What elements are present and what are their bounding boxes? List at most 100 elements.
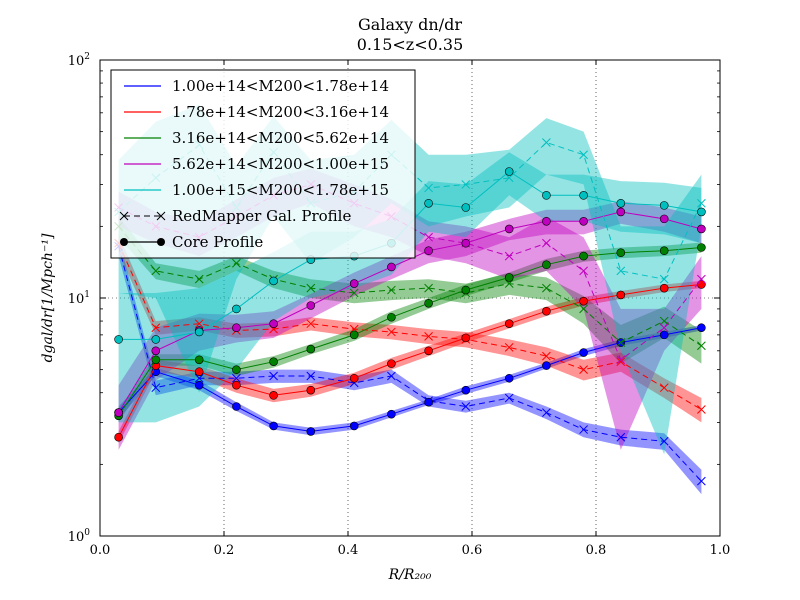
redmapper-point [579,304,588,314]
redmapper-point [504,393,514,403]
core-point [349,330,359,340]
core-point [269,357,278,366]
core-point [579,191,588,200]
core-point [504,273,514,282]
legend-label: 1.00e+15<M200<1.78e+15 [172,181,389,199]
core-line-series-4 [118,211,702,413]
core-point [269,276,278,286]
legend-label: 3.16e+14<M200<5.62e+14 [172,129,389,147]
core-point [504,224,514,234]
legend-label: RedMapper Gal. Profile [172,207,351,225]
y-tick-label: 101 [68,290,90,307]
core-point [232,380,241,390]
core-point [194,327,204,337]
y-tick-label: 100 [68,528,91,545]
core-point [306,344,316,354]
core-point [697,323,706,333]
core-point [151,346,161,356]
core-point [579,251,588,261]
core-point [697,243,706,252]
core-point [697,224,706,234]
legend-label: 1.78e+14<M200<3.16e+14 [172,103,389,121]
redmapper-point [306,319,316,329]
redmapper-point [349,288,359,298]
redmapper-point [697,341,706,351]
legend-box [110,69,416,259]
redmapper-line-series-3 [118,226,702,347]
core-line-series-1 [118,327,702,432]
core-line-series-2 [118,284,702,438]
chart-title: Galaxy dn/dr [358,15,462,34]
redmapper-point [424,232,433,242]
redmapper-point [697,198,706,208]
redmapper-point [616,266,626,276]
core-point [151,355,161,365]
core-point [659,330,669,340]
core-point [616,290,626,300]
redmapper-point [194,373,204,383]
core-band-series-1 [118,325,702,436]
core-point [424,246,433,256]
redmapper-point [697,405,706,414]
redmapper-point [579,425,588,434]
core-point [579,296,588,306]
redmapper-point [659,383,669,393]
y-tick-label: 102 [68,52,90,69]
redmapper-point [232,373,241,383]
core-point [579,348,588,357]
core-point [504,319,514,328]
redmapper-point [232,258,241,268]
legend-label: Core Profile [172,233,263,251]
redmapper-band-series-4 [118,168,702,450]
core-point [542,306,551,316]
core-line-series-3 [118,247,702,417]
redmapper-point [542,138,551,147]
legend: 1.00e+14<M200<1.78e+14 1.78e+14<M200<3.16… [110,69,416,259]
redmapper-point [151,266,161,276]
core-point [542,361,551,370]
core-point [542,260,551,270]
x-tick-label: 0.8 [586,543,607,558]
redmapper-point [542,351,551,361]
core-point [194,355,204,365]
core-point [349,421,359,431]
core-point [616,198,626,208]
core-point [461,385,471,395]
y-axis-label: dgal/dr[1/Mpch⁻¹] [40,233,56,362]
axes: 0.0 0.2 0.4 0.6 0.8 1.0 100 101 102 [68,52,731,558]
core-point [151,335,161,344]
core-point [387,409,396,419]
core-point [659,214,669,224]
legend-marker [120,238,128,246]
core-point [306,427,316,436]
redmapper-point [542,408,551,417]
core-point [659,283,669,293]
core-point [194,380,204,390]
redmapper-point [424,332,433,341]
core-band-series-2 [118,280,702,444]
redmapper-point [387,371,396,381]
core-point [349,373,359,383]
x-tick-label: 1.0 [710,543,731,558]
core-point [542,217,551,226]
redmapper-point [616,357,626,367]
core-point [424,397,433,407]
redmapper-point [659,274,669,284]
redmapper-point [616,355,626,365]
redmapper-point [616,432,626,442]
x-tick-label: 0.4 [338,543,359,558]
core-point [461,333,471,343]
redmapper-point [194,319,204,329]
core-point [269,421,278,431]
redmapper-point [579,266,588,276]
redmapper-point [504,343,514,352]
redmapper-point [387,285,396,295]
redmapper-point [659,436,669,446]
x-tick-label: 0.6 [462,543,483,558]
core-point [461,285,471,295]
redmapper-band-series-2 [118,234,702,423]
redmapper-point [461,180,471,189]
redmapper-point [194,274,204,284]
core-point [542,191,551,200]
